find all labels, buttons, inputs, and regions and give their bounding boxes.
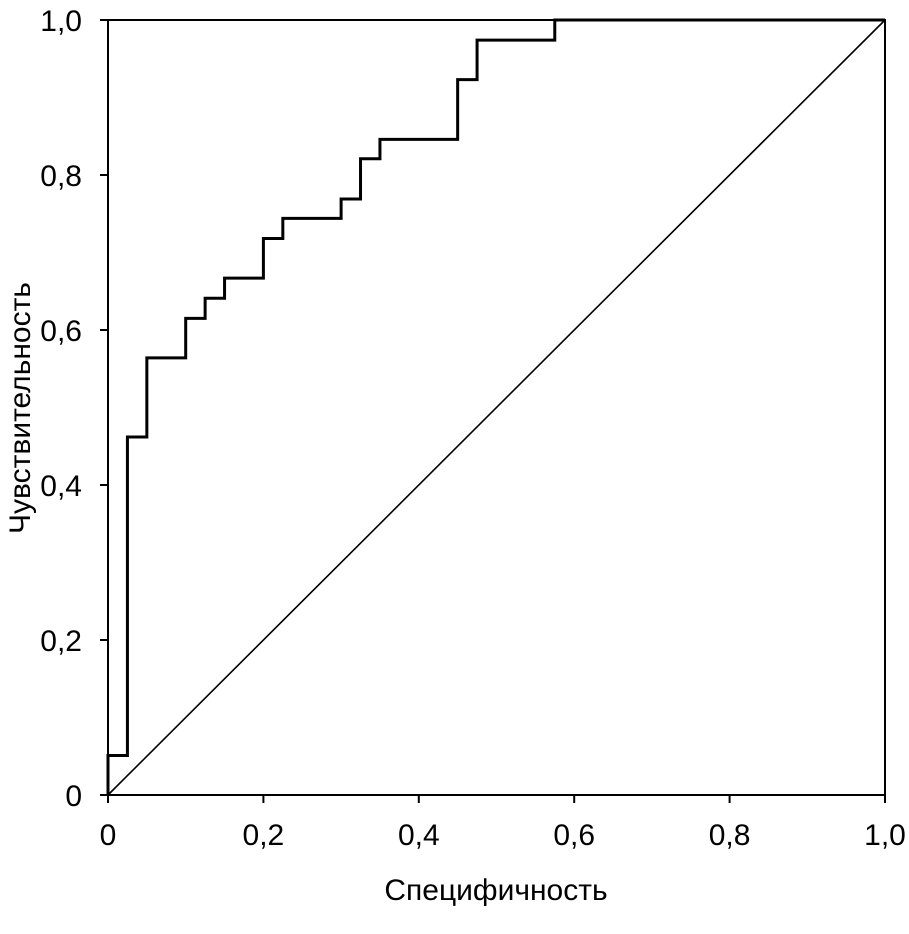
x-tick-label: 0,6 [553,819,595,852]
y-tick-label: 1,0 [40,5,82,38]
y-axis-label: Чувствительность [4,282,37,534]
y-tick-label: 0,2 [40,625,82,658]
plot-frame [107,19,886,796]
y-tick-label: 0,8 [40,160,82,193]
x-tick-label: 1,0 [864,819,906,852]
x-tick-label: 0 [100,819,117,852]
roc-curve [106,18,885,795]
y-tick-label: 0 [65,780,82,813]
x-tick-label: 0,2 [243,819,285,852]
y-tick-label: 0,4 [40,470,82,503]
reference-diagonal [107,19,886,796]
x-tick-label: 0,4 [398,819,440,852]
x-tick-label: 0,8 [709,819,751,852]
x-axis-label: Специфичность [384,874,607,907]
y-tick-label: 0,6 [40,315,82,348]
